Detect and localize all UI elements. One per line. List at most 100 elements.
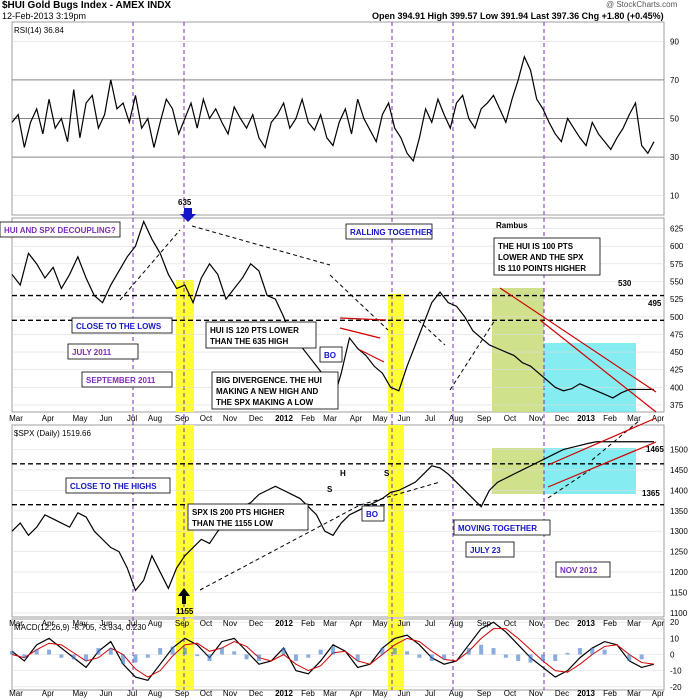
macd-histogram-bar bbox=[84, 654, 89, 661]
y-tick-label: 1150 bbox=[670, 588, 688, 597]
macd-histogram-bar bbox=[577, 648, 582, 655]
trend-line bbox=[191, 225, 331, 266]
shoulder-left-label: S bbox=[327, 485, 333, 494]
y-tick-label: 90 bbox=[670, 37, 679, 46]
yellow-band-2 bbox=[388, 294, 404, 412]
red-mark bbox=[359, 349, 385, 363]
x-tick-label: Dec bbox=[555, 689, 569, 698]
y-tick-label: 10 bbox=[670, 192, 679, 201]
series-line-macd bbox=[11, 621, 655, 681]
spx-bo-label-box bbox=[361, 505, 385, 522]
x-tick-label: Nov bbox=[223, 414, 237, 423]
hui-120-lower-label-box bbox=[205, 321, 317, 349]
moving-together-label: MOVING TOGETHER bbox=[458, 524, 537, 533]
nov-2012-label-box bbox=[555, 561, 611, 578]
macd-histogram-bar bbox=[405, 651, 410, 655]
channel-line bbox=[547, 441, 657, 488]
x-tick-label: Mar bbox=[9, 689, 23, 698]
x-tick-label: Dec bbox=[555, 619, 569, 628]
x-tick-label: Apr bbox=[42, 414, 55, 423]
macd-histogram-bar bbox=[306, 654, 311, 658]
y-tick-label: 1250 bbox=[670, 548, 688, 557]
chart-title: $HUI Gold Bugs Index - AMEX INDX bbox=[2, 0, 172, 11]
macd-histogram-bar bbox=[34, 649, 39, 655]
yellow-band-1 bbox=[176, 280, 194, 412]
nov-2012-label: NOV 2012 bbox=[560, 566, 598, 575]
macd-histogram-bar bbox=[158, 648, 163, 655]
y-tick-label: -20 bbox=[670, 683, 682, 692]
x-tick-label: Aug bbox=[449, 619, 463, 628]
macd-histogram-bar bbox=[540, 654, 545, 661]
y-tick-label: 400 bbox=[670, 383, 684, 392]
x-tick-label: Nov bbox=[529, 689, 543, 698]
spx-title: $SPX (Daily) 1519.66 bbox=[14, 429, 91, 438]
y-tick-label: 10 bbox=[670, 634, 679, 643]
x-tick-label: Sep bbox=[175, 414, 190, 423]
x-tick-label: Apr bbox=[652, 619, 665, 628]
y-tick-label: 550 bbox=[670, 277, 684, 286]
macd-histogram-bar bbox=[516, 654, 521, 661]
x-tick-label: Oct bbox=[200, 689, 213, 698]
macd-histogram-bar bbox=[121, 654, 126, 665]
channel-line bbox=[499, 287, 657, 393]
hui-100-lower-label: THE HUI IS 100 PTS bbox=[498, 242, 574, 251]
macd-histogram-bar bbox=[318, 649, 323, 655]
close-to-lows-label-box bbox=[71, 317, 173, 334]
macd-histogram-bar bbox=[590, 648, 595, 655]
y-tick-label: 1400 bbox=[670, 486, 688, 495]
x-tick-label: Aug bbox=[148, 414, 162, 423]
y-tick-label: 30 bbox=[670, 153, 679, 162]
x-tick-label: Jul bbox=[425, 414, 435, 423]
green-zone-spx bbox=[492, 448, 544, 494]
x-tick-label: Sep bbox=[477, 689, 492, 698]
macd-histogram-bar bbox=[195, 654, 200, 657]
x-tick-label: Nov bbox=[529, 414, 543, 423]
macd-histogram-bar bbox=[47, 649, 52, 655]
x-tick-label: Nov bbox=[223, 689, 237, 698]
level-495-label: 495 bbox=[648, 299, 662, 308]
x-tick-label: Apr bbox=[350, 619, 363, 628]
x-tick-label: Oct bbox=[504, 414, 517, 423]
decoupling-label: HUI AND SPX DECOUPLING? bbox=[4, 226, 116, 235]
macd-histogram-bar bbox=[10, 651, 14, 655]
x-tick-label: Aug bbox=[148, 689, 162, 698]
quote-line: Open 394.91 High 399.57 Low 391.94 Last … bbox=[372, 11, 664, 21]
y-tick-label: 375 bbox=[670, 401, 684, 410]
head-label: H bbox=[340, 469, 346, 478]
y-tick-label: 50 bbox=[670, 115, 679, 124]
x-tick-label: 2013 bbox=[577, 414, 595, 423]
channel-line bbox=[539, 319, 657, 413]
down-arrow-icon bbox=[180, 208, 196, 222]
y-tick-label: 0 bbox=[670, 651, 675, 660]
y-tick-label: 1450 bbox=[670, 466, 688, 475]
x-tick-label: 2012 bbox=[275, 689, 293, 698]
hui-bo-label-box bbox=[319, 346, 343, 363]
x-tick-label: Nov bbox=[529, 619, 543, 628]
trend-line bbox=[591, 419, 641, 461]
macd-histogram-bar bbox=[145, 654, 150, 658]
macd-histogram-bar bbox=[429, 654, 434, 661]
x-tick-label: Feb bbox=[301, 689, 315, 698]
x-tick-label: Apr bbox=[652, 689, 665, 698]
shoulder-right-label: S bbox=[384, 469, 390, 478]
y-tick-label: 1100 bbox=[670, 609, 688, 618]
y-tick-label: 625 bbox=[670, 225, 684, 234]
rsi-title: RSI(14) 36.84 bbox=[14, 26, 64, 35]
macd-histogram-bar bbox=[479, 644, 484, 655]
x-tick-label: Dec bbox=[249, 414, 263, 423]
macd-histogram-bar bbox=[503, 654, 508, 658]
y-tick-label: 1350 bbox=[670, 507, 688, 516]
x-tick-label: Nov bbox=[223, 619, 237, 628]
x-tick-label: Apr bbox=[652, 414, 665, 423]
macd-histogram-bar bbox=[627, 654, 632, 661]
decoupling-label-box bbox=[0, 221, 121, 238]
x-tick-label: May bbox=[72, 414, 87, 423]
red-mark bbox=[339, 317, 387, 321]
macd-histogram-bar bbox=[355, 654, 360, 661]
macd-histogram-bar bbox=[219, 648, 224, 655]
macd-histogram-bar bbox=[528, 654, 533, 663]
spx-bo-label: BO bbox=[366, 510, 378, 519]
september-2011-label-box bbox=[81, 371, 173, 388]
hui-bo-label: BO bbox=[324, 351, 336, 360]
